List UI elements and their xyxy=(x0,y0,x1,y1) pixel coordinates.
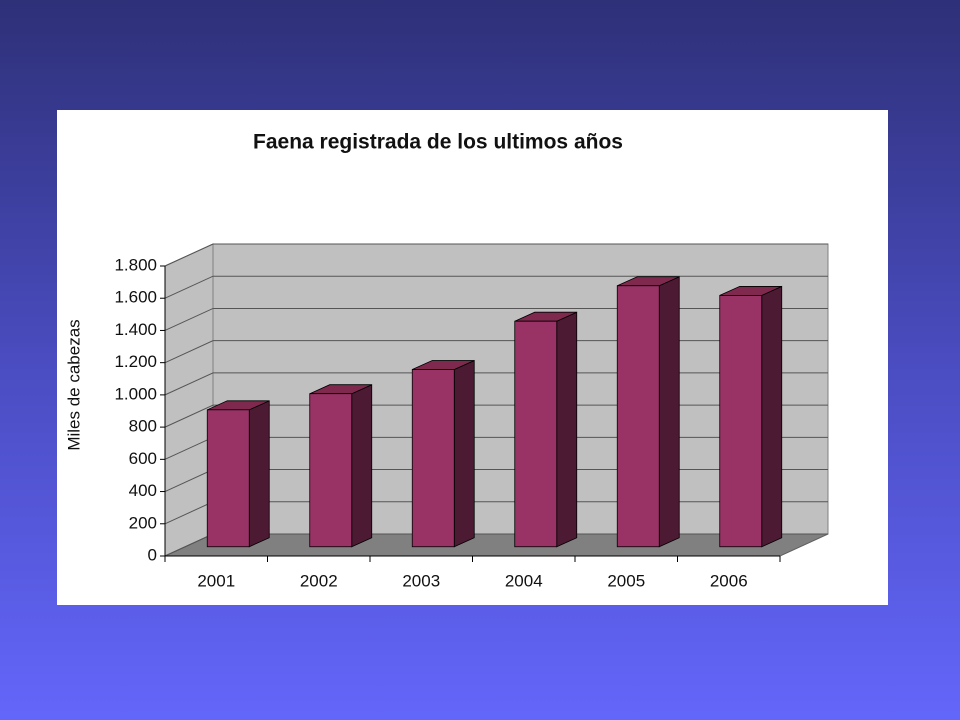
bar-side xyxy=(658,276,680,548)
grid-line xyxy=(164,243,828,267)
y-tick-label: 600 xyxy=(129,449,157,468)
y-tick-label: 1.000 xyxy=(114,384,157,403)
y-tick-label: 1.400 xyxy=(114,320,157,339)
side-wall xyxy=(164,243,214,557)
y-tick-label: 1.200 xyxy=(114,352,157,371)
y-tick-label: 800 xyxy=(129,417,157,436)
bar xyxy=(616,285,660,548)
bar-side xyxy=(761,285,783,548)
x-tick-label: 2002 xyxy=(300,571,338,590)
y-tick-label: 1.800 xyxy=(114,255,157,274)
bar xyxy=(411,369,455,548)
x-tick-label: 2004 xyxy=(505,571,543,590)
x-tick-label: 2001 xyxy=(197,571,235,590)
y-tick-label: 400 xyxy=(129,481,157,500)
bar xyxy=(309,393,353,548)
bar-side xyxy=(351,384,373,548)
bar-side xyxy=(248,400,270,548)
chart-title: Faena registrada de los ultimos años xyxy=(253,131,623,154)
x-tick-label: 2005 xyxy=(607,571,645,590)
bar-side xyxy=(453,359,475,548)
bar xyxy=(719,295,763,548)
y-tick-label: 200 xyxy=(129,513,157,532)
grid-line xyxy=(164,275,828,299)
y-tick-label: 0 xyxy=(148,545,157,564)
x-tick-label: 2006 xyxy=(710,571,748,590)
y-tick-label: 1.600 xyxy=(114,288,157,307)
bar-side xyxy=(556,311,578,548)
bar xyxy=(514,320,558,548)
bar xyxy=(206,409,250,548)
y-axis-label: Miles de cabezas xyxy=(64,319,83,450)
x-tick-label: 2003 xyxy=(402,571,440,590)
